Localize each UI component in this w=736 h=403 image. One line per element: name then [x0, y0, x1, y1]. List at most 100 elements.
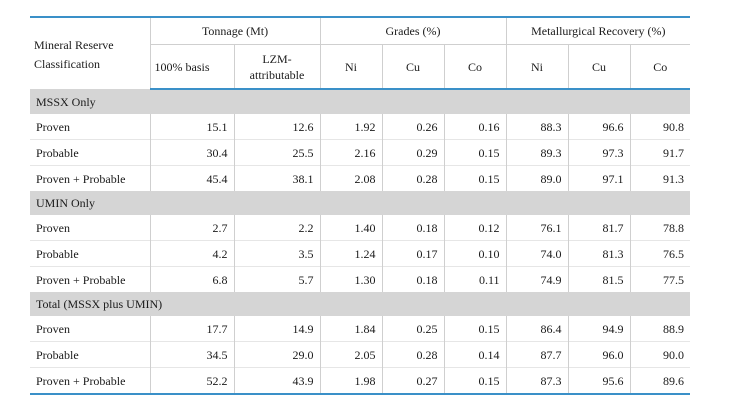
table-cell: 5.7	[233, 266, 321, 292]
table-cell: 0.15	[443, 165, 507, 191]
col-header-grade-cu: Cu	[381, 44, 445, 90]
group-header-recovery: Metallurgical Recovery (%)	[505, 16, 691, 45]
table-cell: 0.15	[443, 367, 507, 395]
table-row: Proven + Probable 52.2 43.9 1.98 0.27 0.15 87.…	[30, 367, 691, 395]
table-cell: 0.16	[443, 114, 507, 140]
section-title: Total (MSSX plus UMIN)	[30, 292, 691, 316]
table-cell: 0.14	[443, 341, 507, 368]
table-cell: 96.6	[567, 114, 631, 140]
table-row: Proven 15.1 12.6 1.92 0.26 0.16 88.3 96.6 90.8	[30, 114, 691, 140]
table-cell: 12.6	[233, 114, 321, 140]
table-cell: 0.18	[381, 266, 445, 292]
row-label: Proven + Probable	[30, 367, 150, 395]
table-cell: 74.0	[505, 240, 569, 267]
row-label: Proven	[36, 119, 70, 134]
table-cell: 1.92	[319, 114, 383, 140]
table-row: Proven + Probable 45.4 38.1 2.08 0.28 0.15 89.…	[30, 165, 691, 191]
col-header-recovery-co: Co	[629, 44, 691, 90]
row-label: Probable	[30, 341, 150, 368]
table-cell: 81.5	[567, 266, 631, 292]
table-cell: 38.1	[233, 165, 321, 191]
table-body: MSSX Only Proven 15.1 12.6 1.92 0.26 0.16 88.3 9…	[30, 89, 691, 395]
table-cell: 3.5	[233, 240, 321, 267]
row-label: Proven + Probable	[30, 165, 150, 191]
section-header-row: MSSX Only	[30, 89, 691, 114]
table-cell: 1.98	[319, 367, 383, 395]
table-cell: 0.29	[381, 139, 445, 166]
row-label: Proven	[36, 220, 70, 235]
col-header-recovery-ni: Ni	[505, 44, 569, 90]
table-cell: 76.1	[505, 215, 569, 241]
table-cell: 96.0	[567, 341, 631, 368]
table-cell: 2.08	[319, 165, 383, 191]
table-cell: 87.3	[505, 367, 569, 395]
classification-header: Mineral Reserve Classification	[30, 16, 150, 89]
table-cell: 1.40	[319, 215, 383, 241]
col-header-recovery-cu: Cu	[567, 44, 631, 90]
mineral-reserve-table: Mineral Reserve Classification Tonnage (…	[30, 16, 691, 395]
table-cell: 89.3	[505, 139, 569, 166]
table-cell: 4.2	[149, 240, 234, 267]
section-header-row: Total (MSSX plus UMIN)	[30, 292, 691, 316]
table-cell: 2.05	[319, 341, 383, 368]
col-header-lzm-label: LZM-attributable	[249, 51, 305, 82]
table-cell: 0.17	[381, 240, 445, 267]
table-cell: 2.16	[319, 139, 383, 166]
row-label: Proven	[36, 321, 70, 336]
table-cell: 76.5	[629, 240, 691, 267]
table-cell: 95.6	[567, 367, 631, 395]
table-cell: 74.9	[505, 266, 569, 292]
table-cell: 89.0	[505, 165, 569, 191]
table-cell: 1.24	[319, 240, 383, 267]
table-cell: 89.6	[629, 367, 691, 395]
table-cell: 14.9	[233, 316, 321, 342]
table-cell: 87.7	[505, 341, 569, 368]
section-title: UMIN Only	[30, 191, 691, 215]
table-cell: 94.9	[567, 316, 631, 342]
table-row: Probable 34.5 29.0 2.05 0.28 0.14 87.7 96.0 90.0	[30, 341, 691, 368]
table-cell: 0.28	[381, 165, 445, 191]
table-cell: 90.0	[629, 341, 691, 368]
table-cell: 0.10	[443, 240, 507, 267]
table-cell: 1.84	[319, 316, 383, 342]
group-header-tonnage: Tonnage (Mt)	[149, 16, 321, 45]
col-header-100-basis: 100% basis	[149, 44, 234, 90]
table-cell: 88.9	[629, 316, 691, 342]
table-cell: 78.8	[629, 215, 691, 241]
table-cell: 81.3	[567, 240, 631, 267]
table-cell: 0.12	[443, 215, 507, 241]
table-row: Proven 2.7 2.2 1.40 0.18 0.12 76.1 81.7 78.8	[30, 215, 691, 241]
table-cell: 34.5	[149, 341, 234, 368]
table-cell: 2.7	[149, 215, 234, 241]
table-header: Mineral Reserve Classification Tonnage (…	[30, 16, 691, 90]
table-cell: 97.1	[567, 165, 631, 191]
table-cell: 0.28	[381, 341, 445, 368]
table-cell: 15.1	[149, 114, 234, 140]
table-cell: 2.2	[233, 215, 321, 241]
table-cell: 90.8	[629, 114, 691, 140]
table-row: Proven + Probable 6.8 5.7 1.30 0.18 0.11 74.9 8…	[30, 266, 691, 292]
table-row: Probable 30.4 25.5 2.16 0.29 0.15 89.3 97.3 91.7	[30, 139, 691, 166]
table-cell: 91.7	[629, 139, 691, 166]
group-header-grades: Grades (%)	[319, 16, 507, 45]
table-cell: 0.15	[443, 139, 507, 166]
table-cell: 52.2	[149, 367, 234, 395]
col-header-lzm: LZM-attributable	[233, 44, 321, 90]
table-cell: 0.15	[443, 316, 507, 342]
table-row: Proven 17.7 14.9 1.84 0.25 0.15 86.4 94.9 88.9	[30, 316, 691, 342]
table-cell: 45.4	[149, 165, 234, 191]
table-cell: 88.3	[505, 114, 569, 140]
table-cell: 25.5	[233, 139, 321, 166]
row-label: Probable	[30, 240, 150, 267]
table-cell: 17.7	[149, 316, 234, 342]
row-label: Proven + Probable	[30, 266, 150, 292]
section-title: MSSX Only	[30, 89, 691, 114]
classification-header-label: Mineral Reserve Classification	[34, 37, 114, 71]
table-cell: 30.4	[149, 139, 234, 166]
table-row: Probable 4.2 3.5 1.24 0.17 0.10 74.0 81.3 76.5	[30, 240, 691, 267]
table-cell: 29.0	[233, 341, 321, 368]
table-cell: 77.5	[629, 266, 691, 292]
table-cell: 0.11	[443, 266, 507, 292]
table-cell: 43.9	[233, 367, 321, 395]
col-header-grade-ni: Ni	[319, 44, 383, 90]
